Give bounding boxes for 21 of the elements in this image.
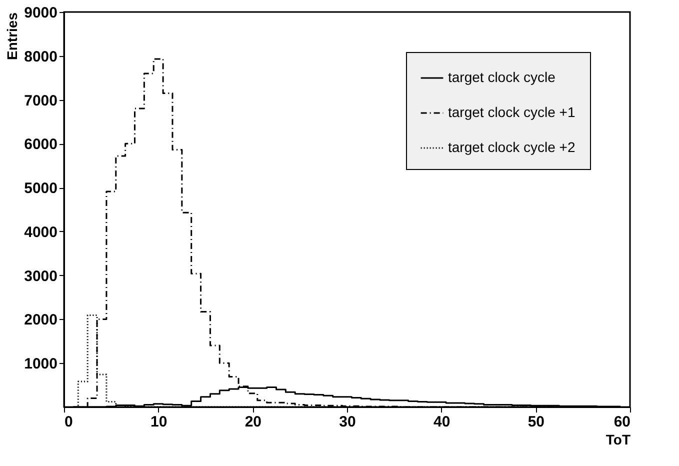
legend-label: target clock cycle: [448, 69, 556, 85]
y-tick-label: 9000: [24, 4, 58, 22]
y-tick-label: 5000: [24, 180, 58, 198]
y-tick-label: 4000: [24, 224, 58, 241]
x-axis-title: ToT: [606, 432, 631, 448]
x-tick-label: 20: [244, 414, 262, 430]
x-tick-label: 40: [433, 414, 450, 430]
x-tick-label: 30: [339, 414, 356, 430]
y-axis-title: Entries: [4, 12, 20, 60]
y-tick-label: 1000: [24, 356, 58, 373]
x-tick-label: 10: [150, 414, 168, 430]
y-tick-label: 3000: [24, 268, 58, 285]
legend-label: target clock cycle +1: [448, 104, 576, 120]
x-tick-label: 50: [528, 414, 545, 430]
y-tick-label: 7000: [24, 92, 58, 110]
legend-label: target clock cycle +2: [448, 139, 576, 155]
y-tick-label: 8000: [24, 48, 58, 66]
x-tick-label: 0: [64, 414, 73, 430]
x-tick-label: 60: [614, 414, 630, 430]
y-tick-label: 2000: [24, 312, 58, 329]
y-tick-label: 6000: [24, 136, 58, 154]
